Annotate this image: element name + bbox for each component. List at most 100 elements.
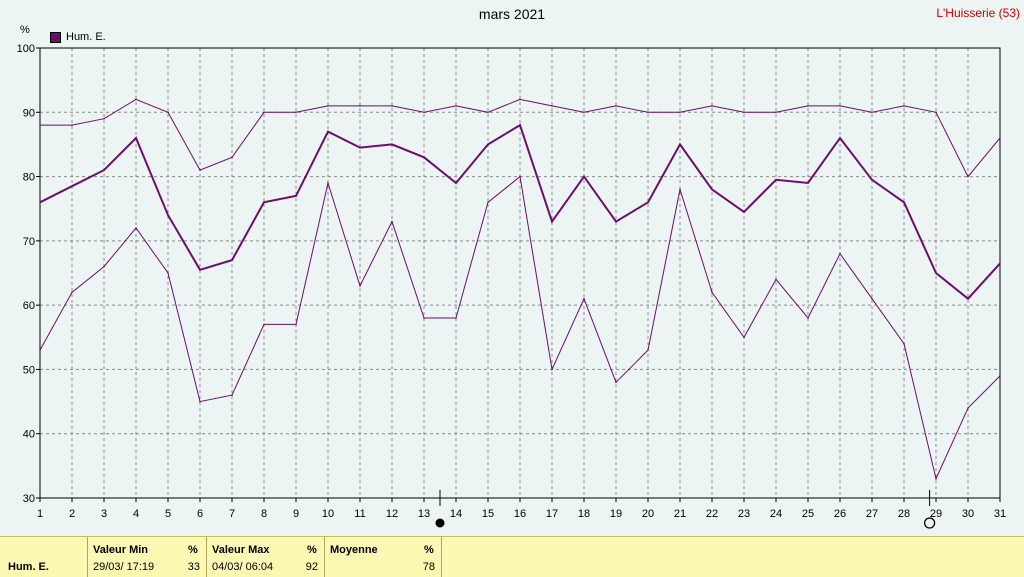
data-point-min <box>295 323 297 326</box>
x-tick-label: 4 <box>133 508 139 520</box>
data-point-max <box>423 111 425 114</box>
data-point-max <box>551 105 553 107</box>
summary-panel: Hum. E. Valeur Min % 29/03/ 17:19 33 Val… <box>0 536 1024 577</box>
y-tick-label: 60 <box>23 300 35 312</box>
data-point-min <box>71 291 73 294</box>
data-point-max <box>935 111 937 114</box>
data-point-min <box>487 201 489 204</box>
data-point-mean <box>103 169 105 171</box>
data-point-max <box>39 124 41 126</box>
data-point-max <box>135 98 137 101</box>
y-tick-label: 70 <box>23 236 35 248</box>
min-value: 33 <box>187 561 200 573</box>
summary-min-cell: Valeur Min % 29/03/ 17:19 33 <box>88 537 207 577</box>
data-point-mean <box>455 182 457 184</box>
data-point-max <box>167 111 169 114</box>
max-unit: % <box>307 544 317 556</box>
data-point-max <box>263 111 265 114</box>
data-point-min <box>679 188 681 191</box>
max-time: 04/03/ 06:04 <box>212 561 274 573</box>
x-tick-label: 29 <box>930 508 942 520</box>
x-tick-label: 1 <box>37 508 43 520</box>
summary-mean-cell: Moyenne % 78 <box>325 537 442 577</box>
data-point-mean <box>359 146 361 149</box>
x-tick-label: 26 <box>834 508 846 520</box>
data-point-max <box>295 111 297 114</box>
y-tick-label: 50 <box>23 364 35 376</box>
data-point-min <box>647 349 649 351</box>
x-tick-label: 6 <box>197 508 203 520</box>
data-point-max <box>455 105 457 107</box>
data-point-mean <box>615 220 617 223</box>
legend: Hum. E. <box>50 31 106 43</box>
x-tick-label: 2 <box>69 508 75 520</box>
x-tick-label: 8 <box>261 508 267 520</box>
data-point-mean <box>167 214 169 216</box>
mean-value: 78 <box>422 561 435 573</box>
data-point-mean <box>583 175 585 178</box>
max-header: Valeur Max <box>212 544 270 556</box>
x-tick-label: 21 <box>674 508 686 520</box>
x-tick-label: 22 <box>706 508 718 520</box>
legend-label: Hum. E. <box>66 31 106 43</box>
data-point-max <box>647 111 649 114</box>
data-point-max <box>743 111 745 114</box>
x-tick-label: 23 <box>738 508 750 520</box>
data-point-max <box>967 175 969 178</box>
x-tick-label: 25 <box>802 508 814 520</box>
plot-frame <box>39 47 1001 499</box>
legend-swatch <box>50 31 61 43</box>
new-moon-icon <box>435 518 445 528</box>
data-point-mean <box>199 268 201 271</box>
x-tick-label: 11 <box>354 508 365 520</box>
data-point-mean <box>391 143 393 146</box>
data-point-mean <box>231 259 233 261</box>
data-point-mean <box>775 178 777 181</box>
data-point-max <box>807 105 809 107</box>
data-point-mean <box>71 185 73 188</box>
data-point-min <box>455 317 457 319</box>
data-point-mean <box>423 156 425 159</box>
x-tick-label: 17 <box>546 508 558 520</box>
data-point-mean <box>807 182 809 184</box>
data-point-min <box>199 400 201 403</box>
data-point-max <box>487 111 489 114</box>
data-point-mean <box>711 188 713 191</box>
summary-max-cell: Valeur Max % 04/03/ 06:04 92 <box>207 537 325 577</box>
data-point-min <box>423 317 425 319</box>
x-tick-label: 31 <box>994 508 1006 520</box>
x-tick-label: 27 <box>866 508 878 520</box>
x-tick-label: 28 <box>898 508 910 520</box>
min-unit: % <box>188 544 198 556</box>
data-point-mean <box>967 297 969 300</box>
data-point-mean <box>839 137 841 139</box>
data-point-min <box>263 323 265 326</box>
data-point-min <box>839 252 841 255</box>
x-tick-label: 10 <box>322 508 334 520</box>
min-time: 29/03/ 17:19 <box>93 561 155 573</box>
data-point-min <box>551 368 553 371</box>
data-point-mean <box>935 272 937 274</box>
y-axis-unit: % <box>20 24 30 36</box>
data-point-mean <box>263 201 265 204</box>
data-point-mean <box>327 130 329 133</box>
data-point-mean <box>999 262 1001 265</box>
data-point-mean <box>743 211 745 213</box>
data-point-max <box>999 137 1001 139</box>
data-point-min <box>39 349 41 351</box>
y-tick-label: 30 <box>23 493 35 505</box>
summary-row-label-cell: Hum. E. <box>0 537 88 577</box>
data-point-max <box>199 169 201 171</box>
y-tick-label: 100 <box>17 43 35 55</box>
data-point-min <box>807 317 809 319</box>
data-point-min <box>743 336 745 339</box>
data-point-min <box>519 175 521 178</box>
x-tick-label: 16 <box>514 508 526 520</box>
mean-header: Moyenne <box>330 544 378 556</box>
data-point-mean <box>135 137 137 139</box>
data-point-min <box>711 291 713 294</box>
x-tick-label: 19 <box>610 508 622 520</box>
data-point-mean <box>551 220 553 223</box>
data-point-mean <box>871 178 873 181</box>
